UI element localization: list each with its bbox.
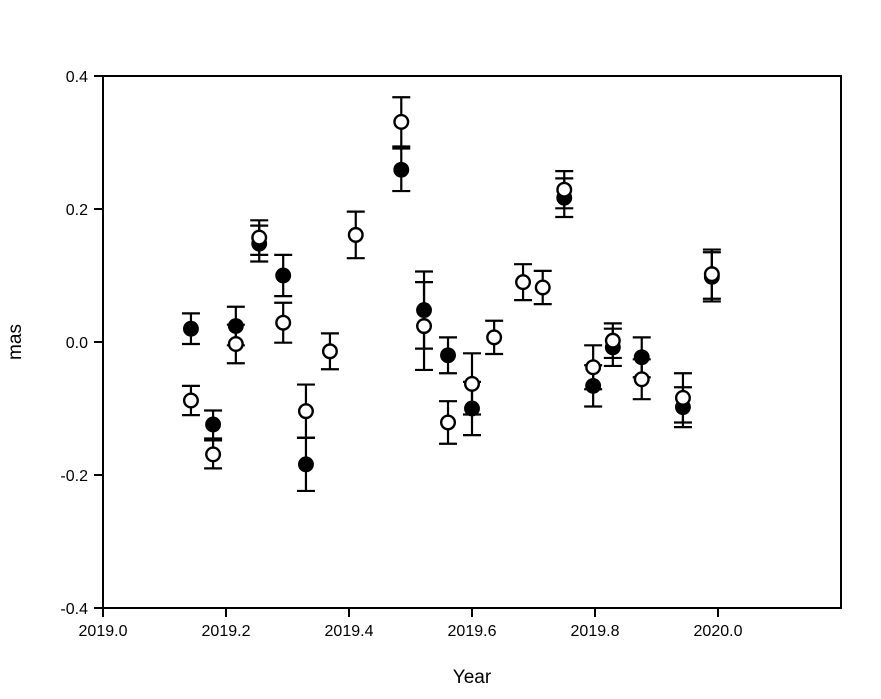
x-tick-label: 2019.2	[202, 623, 251, 640]
y-tick-label: -0.4	[60, 601, 88, 618]
data-point-open-circle	[703, 266, 720, 283]
x-tick-label: 2019.6	[448, 623, 497, 640]
x-tick-label: 2019.0	[79, 623, 128, 640]
data-point-filled-circle	[633, 349, 650, 366]
data-point-filled-circle	[227, 318, 244, 334]
data-point-open-circle	[674, 389, 691, 406]
y-tick-label: -0.2	[60, 468, 88, 485]
y-tick-label: 0.0	[66, 335, 88, 352]
data-point-open-circle	[604, 332, 621, 349]
data-point-filled-circle	[393, 161, 410, 178]
data-point-open-circle	[297, 403, 314, 420]
x-tick-label: 2020.0	[694, 623, 743, 640]
y-axis-ticks: -0.4 -0.2 0.0 0.2 0.4	[60, 69, 103, 618]
data-point-open-circle	[633, 371, 650, 388]
data-point-open-circle	[251, 229, 268, 246]
x-tick-label: 2019.4	[325, 623, 374, 640]
data-point-open-circle	[205, 446, 222, 463]
data-point-open-circle	[556, 181, 573, 198]
x-axis-label: Year	[452, 667, 492, 688]
data-point-open-circle	[393, 113, 410, 130]
y-tick-label: 0.4	[66, 69, 88, 86]
data-point-open-circle	[321, 343, 338, 360]
x-tick-label: 2019.8	[571, 623, 620, 640]
data-point-open-circle	[227, 335, 244, 352]
data-point-filled-circle	[298, 456, 314, 473]
data-point-open-circle	[416, 318, 433, 335]
x-axis-ticks: 2019.0 2019.2 2019.4 2019.6 2019.8 2020.0	[79, 608, 743, 640]
data-point-open-circle	[440, 414, 457, 431]
data-point-filled-circle	[585, 377, 602, 394]
data-point-open-circle	[275, 314, 292, 331]
data-point-open-circle	[486, 329, 503, 346]
data-point-open-circle	[534, 279, 551, 296]
plot-frame	[102, 75, 842, 609]
data-point-open-circle	[515, 274, 532, 291]
y-tick-label: 0.2	[66, 202, 88, 219]
data-point-filled-circle	[464, 400, 480, 417]
data-point-open-circle	[182, 392, 199, 409]
data-point-filled-circle	[205, 416, 222, 433]
error-bars	[181, 96, 721, 493]
data-point-filled-circle	[416, 302, 432, 319]
data-point-filled-circle	[182, 320, 199, 337]
y-axis-label: mas	[5, 324, 26, 360]
data-point-open-circle	[347, 226, 364, 243]
data-point-filled-circle	[440, 347, 456, 364]
markers	[182, 113, 720, 473]
data-point-open-circle	[464, 375, 481, 392]
data-point-open-circle	[585, 359, 602, 376]
data-point-filled-circle	[275, 267, 292, 284]
